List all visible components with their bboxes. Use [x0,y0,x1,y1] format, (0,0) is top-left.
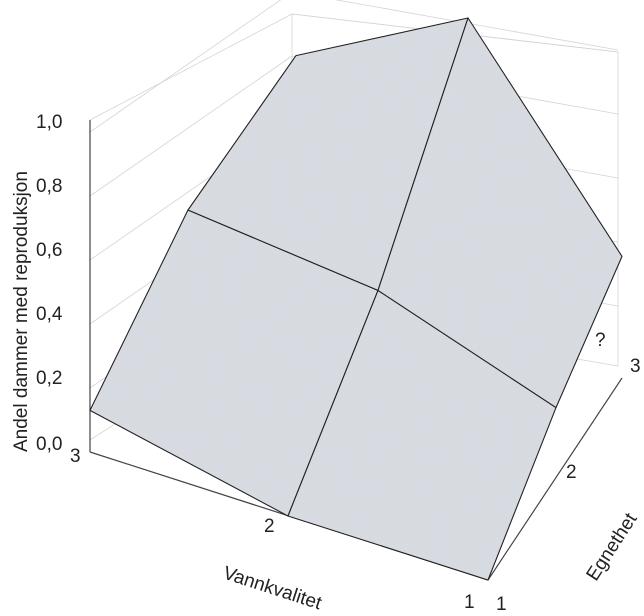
x-tick-labels: 3 2 1 [70,446,475,613]
z-tick-label: 0,4 [36,304,63,325]
z-axis-title: Andel dammer med reproduksjon [11,171,32,452]
z-tick-label: 0,0 [36,434,62,455]
z-gridline [89,0,282,133]
surface [89,17,623,581]
z-gridline [89,55,293,197]
z-tick-label: 0,6 [36,240,62,261]
y-tick-label: 2 [566,462,577,483]
annotation-question-mark: ? [595,330,606,351]
z-tick-label: 0,8 [36,176,62,197]
z-tick-label: 1,0 [36,112,62,133]
surface-texture [188,18,468,291]
surface-texture [90,210,378,516]
y-axis-line [487,377,623,581]
z-tick-labels: 0,0 0,2 0,4 0,6 0,8 1,0 [36,112,63,455]
y-axis-title: Egnethet [583,509,642,585]
y-tick-label: 1 [496,594,507,615]
surface-texture [378,18,622,408]
surface-texture [288,290,556,580]
z-tick-label: 0,2 [36,368,62,389]
x-tick-label: 3 [70,446,81,467]
x-tick-label: 2 [264,516,275,537]
y-tick-labels: 1 2 3 [496,356,641,615]
left-wall-top [89,13,293,121]
x-tick-label: 1 [464,592,475,613]
y-tick-label: 3 [630,356,641,377]
x-axis-title: Vannkvalitet [220,563,324,615]
